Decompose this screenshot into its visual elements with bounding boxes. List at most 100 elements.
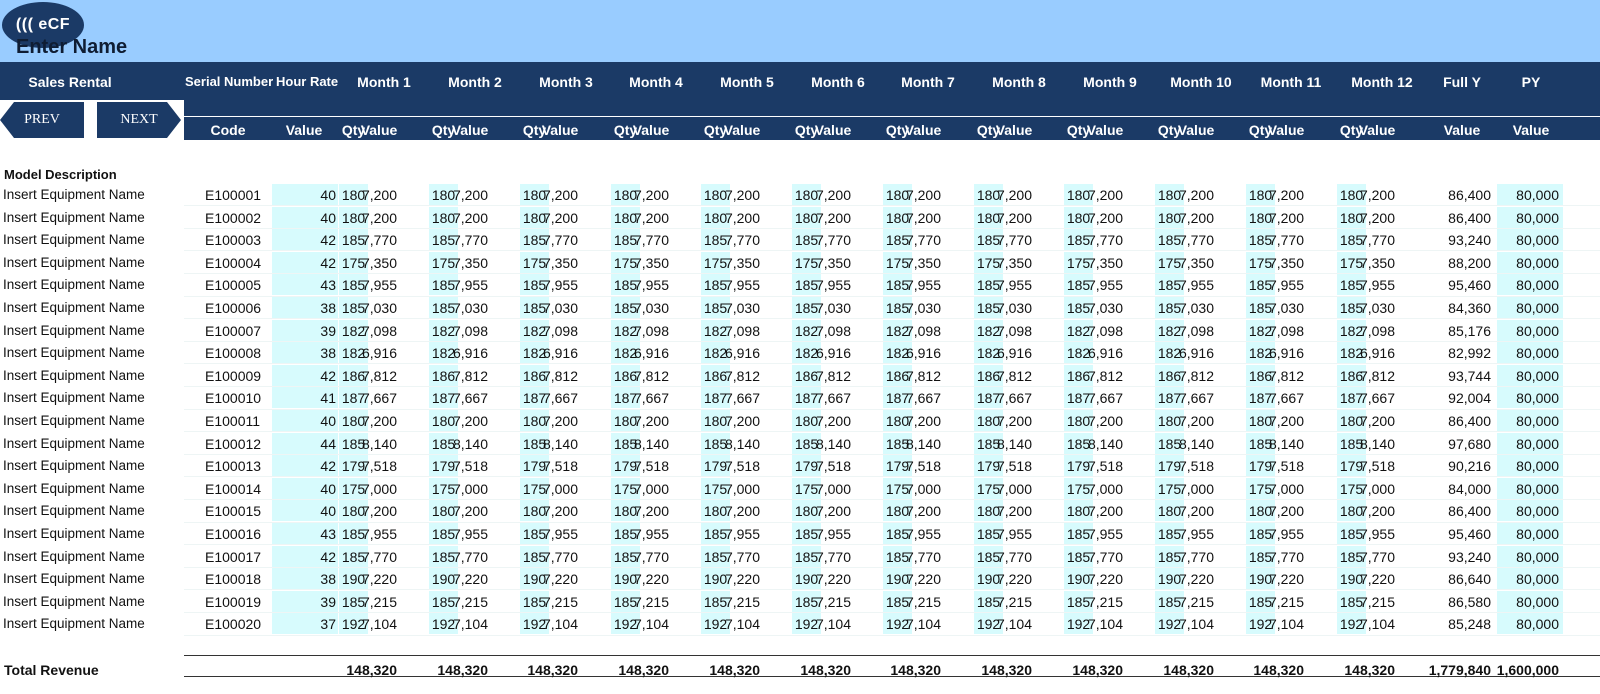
py-input[interactable] bbox=[1497, 477, 1563, 499]
qty-input[interactable] bbox=[792, 410, 821, 431]
qty-input[interactable] bbox=[701, 184, 730, 205]
qty-input[interactable] bbox=[339, 523, 368, 544]
qty-input[interactable] bbox=[1064, 477, 1093, 499]
qty-input[interactable] bbox=[1337, 432, 1366, 454]
qty-input[interactable] bbox=[339, 590, 368, 612]
py-input[interactable] bbox=[1497, 206, 1563, 228]
hour-rate-input[interactable] bbox=[272, 545, 338, 567]
qty-input[interactable] bbox=[611, 229, 640, 251]
qty-input[interactable] bbox=[792, 274, 821, 296]
qty-input[interactable] bbox=[1246, 523, 1275, 544]
qty-input[interactable] bbox=[429, 410, 458, 431]
py-input[interactable] bbox=[1497, 545, 1563, 567]
hour-rate-input[interactable] bbox=[272, 387, 338, 409]
qty-input[interactable] bbox=[701, 206, 730, 228]
qty-input[interactable] bbox=[339, 432, 368, 454]
qty-input[interactable] bbox=[429, 206, 458, 228]
qty-input[interactable] bbox=[520, 387, 549, 409]
py-input[interactable] bbox=[1497, 229, 1563, 251]
qty-input[interactable] bbox=[429, 455, 458, 477]
qty-input[interactable] bbox=[1064, 206, 1093, 228]
qty-input[interactable] bbox=[339, 251, 368, 273]
qty-input[interactable] bbox=[883, 297, 912, 318]
qty-input[interactable] bbox=[611, 364, 640, 386]
qty-input[interactable] bbox=[520, 342, 549, 364]
qty-input[interactable] bbox=[1246, 545, 1275, 567]
qty-input[interactable] bbox=[611, 274, 640, 296]
qty-input[interactable] bbox=[1155, 432, 1184, 454]
qty-input[interactable] bbox=[974, 184, 1003, 205]
qty-input[interactable] bbox=[429, 274, 458, 296]
prev-button[interactable]: PREV bbox=[0, 102, 84, 138]
qty-input[interactable] bbox=[1337, 274, 1366, 296]
qty-input[interactable] bbox=[883, 590, 912, 612]
qty-input[interactable] bbox=[339, 613, 368, 635]
qty-input[interactable] bbox=[883, 500, 912, 522]
qty-input[interactable] bbox=[701, 500, 730, 522]
qty-input[interactable] bbox=[429, 342, 458, 364]
qty-input[interactable] bbox=[1337, 590, 1366, 612]
qty-input[interactable] bbox=[1337, 500, 1366, 522]
qty-input[interactable] bbox=[883, 613, 912, 635]
qty-input[interactable] bbox=[1337, 251, 1366, 273]
qty-input[interactable] bbox=[1246, 387, 1275, 409]
qty-input[interactable] bbox=[701, 568, 730, 590]
qty-input[interactable] bbox=[611, 477, 640, 499]
qty-input[interactable] bbox=[792, 251, 821, 273]
qty-input[interactable] bbox=[1064, 274, 1093, 296]
qty-input[interactable] bbox=[1246, 297, 1275, 318]
qty-input[interactable] bbox=[974, 613, 1003, 635]
py-input[interactable] bbox=[1497, 410, 1563, 431]
py-input[interactable] bbox=[1497, 455, 1563, 477]
hour-rate-input[interactable] bbox=[272, 523, 338, 544]
qty-input[interactable] bbox=[1337, 229, 1366, 251]
qty-input[interactable] bbox=[1064, 455, 1093, 477]
qty-input[interactable] bbox=[1246, 590, 1275, 612]
qty-input[interactable] bbox=[1064, 545, 1093, 567]
qty-input[interactable] bbox=[883, 364, 912, 386]
qty-input[interactable] bbox=[1064, 387, 1093, 409]
qty-input[interactable] bbox=[520, 364, 549, 386]
qty-input[interactable] bbox=[883, 184, 912, 205]
qty-input[interactable] bbox=[1155, 229, 1184, 251]
qty-input[interactable] bbox=[611, 184, 640, 205]
qty-input[interactable] bbox=[701, 342, 730, 364]
qty-input[interactable] bbox=[611, 432, 640, 454]
next-button[interactable]: NEXT bbox=[97, 102, 181, 138]
qty-input[interactable] bbox=[1155, 364, 1184, 386]
qty-input[interactable] bbox=[429, 319, 458, 341]
qty-input[interactable] bbox=[792, 455, 821, 477]
qty-input[interactable] bbox=[1246, 319, 1275, 341]
qty-input[interactable] bbox=[1064, 500, 1093, 522]
py-input[interactable] bbox=[1497, 523, 1563, 544]
qty-input[interactable] bbox=[339, 568, 368, 590]
hour-rate-input[interactable] bbox=[272, 184, 338, 205]
qty-input[interactable] bbox=[520, 477, 549, 499]
qty-input[interactable] bbox=[974, 319, 1003, 341]
qty-input[interactable] bbox=[1246, 455, 1275, 477]
qty-input[interactable] bbox=[701, 251, 730, 273]
qty-input[interactable] bbox=[974, 387, 1003, 409]
qty-input[interactable] bbox=[792, 432, 821, 454]
qty-input[interactable] bbox=[339, 342, 368, 364]
qty-input[interactable] bbox=[883, 206, 912, 228]
qty-input[interactable] bbox=[1155, 342, 1184, 364]
qty-input[interactable] bbox=[1337, 387, 1366, 409]
qty-input[interactable] bbox=[792, 477, 821, 499]
qty-input[interactable] bbox=[1155, 206, 1184, 228]
qty-input[interactable] bbox=[1155, 319, 1184, 341]
qty-input[interactable] bbox=[339, 500, 368, 522]
qty-input[interactable] bbox=[1064, 342, 1093, 364]
qty-input[interactable] bbox=[1064, 410, 1093, 431]
qty-input[interactable] bbox=[429, 364, 458, 386]
qty-input[interactable] bbox=[883, 410, 912, 431]
qty-input[interactable] bbox=[1155, 251, 1184, 273]
qty-input[interactable] bbox=[1337, 455, 1366, 477]
qty-input[interactable] bbox=[611, 206, 640, 228]
qty-input[interactable] bbox=[974, 523, 1003, 544]
qty-input[interactable] bbox=[339, 477, 368, 499]
qty-input[interactable] bbox=[974, 455, 1003, 477]
qty-input[interactable] bbox=[1337, 523, 1366, 544]
qty-input[interactable] bbox=[611, 613, 640, 635]
qty-input[interactable] bbox=[1246, 613, 1275, 635]
